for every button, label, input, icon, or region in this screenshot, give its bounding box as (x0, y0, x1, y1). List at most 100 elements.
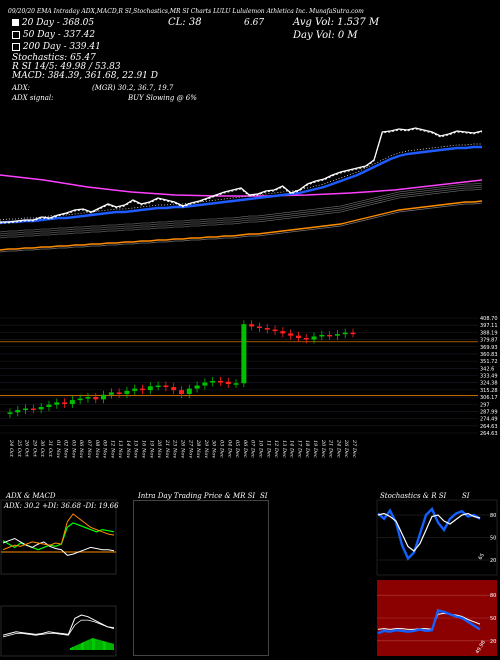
date-label: 02 Nov (63, 440, 69, 458)
date-label: 20 Dec (320, 439, 326, 458)
stoch-tick: 80 (490, 513, 496, 519)
macd-histogram-bar (75, 645, 77, 650)
candle-body (15, 410, 21, 413)
ma50-swatch (12, 30, 20, 39)
date-label: 05 Nov (70, 440, 76, 458)
day-vol: Day Vol: 0 M (293, 30, 358, 41)
candle-body (69, 400, 75, 404)
macd-histogram-bar (73, 646, 75, 650)
candle-body (350, 332, 356, 335)
price-label: 397.11 (480, 323, 498, 329)
candle-body (210, 380, 216, 383)
envelope-line-0 (0, 182, 483, 233)
candle-body (62, 402, 68, 404)
date-label: 17 Dec (296, 440, 302, 458)
mrsi-panel-title-2: SI (260, 492, 268, 500)
date-label: 27 Nov (187, 439, 193, 458)
date-label: 13 Dec (281, 440, 287, 458)
date-label: 05 Dec (234, 440, 240, 458)
macd-value: MACD: 384.39, 361.68, 22.91 D (12, 71, 158, 81)
date-label: 06 Nov (78, 440, 84, 458)
date-label: 24 Oct (8, 439, 14, 458)
candle-body (108, 392, 114, 395)
price-label: 408.70 (480, 316, 498, 322)
candle-body (311, 336, 317, 340)
adx-label: ADX: (12, 84, 31, 92)
candle-body (249, 324, 255, 327)
date-label: 21 Dec (328, 439, 334, 458)
date-label: 08 Nov (94, 440, 100, 458)
candle-body (163, 385, 169, 388)
macd-histogram-bar (78, 644, 80, 650)
date-label: 12 Nov (109, 440, 115, 458)
ema-200-shadow (0, 202, 483, 253)
envelope-line-1 (0, 184, 483, 235)
stoch-value: Stochastics: 65.47 (12, 53, 96, 63)
plusdi-line (2, 522, 115, 551)
cl-value: CL: 38 (168, 17, 202, 28)
price-label: 351.72 (480, 359, 498, 365)
candle-body (155, 385, 161, 388)
macd-histogram-bar (106, 641, 108, 650)
ma200-label: 200 Day - 339.41 (12, 42, 101, 52)
price-label: 324.38 (480, 381, 498, 387)
magenta-line (0, 174, 483, 197)
candle-body (179, 390, 184, 394)
date-label: 12 Dec (273, 440, 279, 458)
candle-body (186, 388, 192, 394)
macd-histogram-bar (79, 643, 81, 650)
macd-histogram-bar (71, 647, 72, 650)
stoch-last-value: 65 (478, 552, 486, 561)
date-label: 03 Dec (218, 440, 224, 458)
envelope-line-2 (0, 186, 483, 237)
macd-histogram-bar (98, 639, 100, 650)
macd-histogram-bar (90, 638, 92, 650)
macd-histogram-bar (81, 643, 82, 650)
candle-body (319, 334, 325, 337)
mrsi-line (377, 612, 481, 630)
candle-body (85, 397, 91, 399)
candle-body (38, 407, 44, 410)
candle-body (54, 402, 60, 405)
date-label: 14 Dec (289, 440, 295, 458)
stoch-panel-title-2: SI (462, 492, 470, 500)
candle-body (30, 408, 36, 411)
date-label: 26 Dec (343, 439, 349, 458)
rsi-tick: 80 (490, 593, 496, 599)
date-label: 13 Nov (117, 440, 123, 458)
date-label: 15 Nov (133, 440, 139, 458)
chart-title: 09/20/20 EMA Intraday ADX,MACD,R SI,Stoc… (8, 8, 364, 15)
candle-body (288, 333, 294, 336)
price-line (0, 127, 483, 223)
macd-histogram-bar (96, 639, 98, 650)
macd-histogram-bar (101, 640, 103, 650)
date-label: 30 Nov (211, 440, 217, 458)
date-label: 27 Dec (351, 439, 357, 458)
minusdi-line (2, 537, 115, 556)
rsi-line (377, 608, 481, 635)
ma20-value: 20 Day - 368.05 (21, 18, 95, 28)
ma200-value: 200 Day - 339.41 (22, 42, 101, 52)
ma20-swatch (12, 19, 19, 26)
macd-histogram-bar (94, 638, 95, 650)
candle-body (46, 404, 52, 407)
macd-histogram-bar (100, 640, 102, 650)
date-label: 23 Nov (172, 439, 178, 458)
macd-histogram-bar (103, 641, 104, 650)
macd-line (2, 614, 115, 636)
date-label: 11 Dec (265, 440, 271, 458)
macd-histogram-bar (97, 639, 99, 650)
minusdi-readout: -DI: 19.66 (83, 502, 119, 510)
macd-histogram-bar (74, 646, 76, 650)
date-label: 28 Nov (195, 439, 201, 458)
macd-histogram-bar (110, 643, 112, 650)
mrsi-panel-title: Intra Day Trading Price & MR SI (138, 492, 256, 500)
date-label: 31 Oct (47, 440, 53, 458)
macd-histogram-bar (77, 644, 79, 650)
mrsi-readout: (MGR) 30.2, 36.7, 19.7 (92, 84, 174, 92)
ema-50-line (0, 145, 482, 225)
candle-body (241, 324, 247, 384)
macd-histogram-bar (112, 643, 114, 650)
price-label: 315.28 (480, 388, 498, 394)
price-label: 264.63 (480, 424, 498, 430)
